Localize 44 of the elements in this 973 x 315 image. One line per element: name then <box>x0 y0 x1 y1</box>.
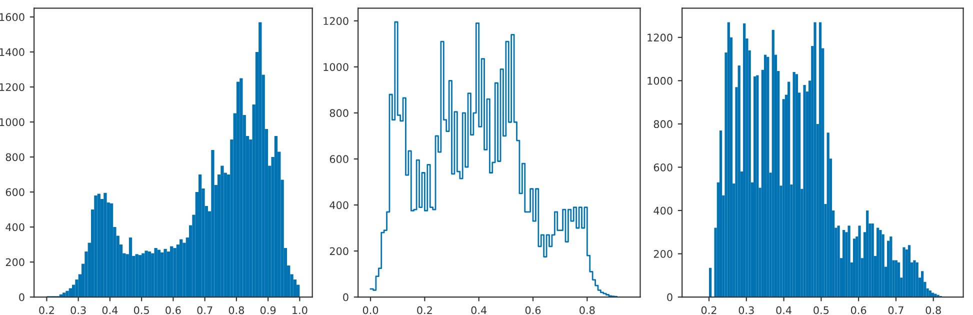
y-tick-label: 0 <box>343 293 348 302</box>
x-tick-label: 0.6 <box>850 306 866 314</box>
x-tick-label: 0.2 <box>417 306 432 314</box>
x-tick-label: 0.8 <box>926 306 941 314</box>
y-tick-label: 200 <box>6 258 24 266</box>
x-tick-label: 0.7 <box>888 306 904 314</box>
y-tick-label: 200 <box>654 250 672 258</box>
y-tick-label: 1200 <box>0 83 24 92</box>
y-tick-label: 800 <box>330 109 348 118</box>
y-tick-label: 800 <box>6 153 24 162</box>
x-tick-label: 0.8 <box>228 306 244 314</box>
x-tick-label: 0.3 <box>738 306 754 314</box>
x-tick-label: 0.5 <box>134 306 149 314</box>
x-tick-label: 0.4 <box>471 306 487 314</box>
x-tick-label: 0.5 <box>814 306 829 314</box>
y-tick-label: 0 <box>19 293 24 302</box>
y-tick-label: 800 <box>654 120 672 128</box>
y-tick-label: 600 <box>654 163 672 172</box>
y-tick-label: 600 <box>330 155 348 164</box>
y-tick-label: 1400 <box>0 48 24 56</box>
x-tick-label: 1.0 <box>292 306 308 314</box>
x-tick-label: 0.4 <box>776 306 792 314</box>
y-tick-label: 200 <box>330 247 348 256</box>
x-tick-label: 0.6 <box>525 306 541 314</box>
y-tick-label: 1000 <box>324 63 348 71</box>
x-tick-label: 0.3 <box>70 306 86 314</box>
x-tick-label: 0.4 <box>102 306 118 314</box>
x-tick-label: 0.7 <box>197 306 212 314</box>
x-tick-label: 0.2 <box>701 306 716 314</box>
y-tick-label: 400 <box>654 206 672 215</box>
x-tick-label: 0.8 <box>580 306 595 314</box>
y-tick-label: 1600 <box>0 13 24 22</box>
y-tick-label: 0 <box>667 293 672 302</box>
y-tick-label: 600 <box>6 188 24 196</box>
y-tick-label: 1000 <box>0 118 24 126</box>
y-tick-label: 400 <box>330 201 348 210</box>
y-tick-label: 1200 <box>324 17 348 25</box>
x-tick-label: 0.0 <box>362 306 378 314</box>
x-tick-label: 0.6 <box>166 306 181 314</box>
x-tick-label: 0.9 <box>260 306 276 314</box>
y-tick-label: 400 <box>6 223 24 232</box>
y-tick-label: 1000 <box>648 76 672 85</box>
y-tick-label: 1200 <box>648 34 672 42</box>
x-tick-label: 0.2 <box>39 306 54 314</box>
